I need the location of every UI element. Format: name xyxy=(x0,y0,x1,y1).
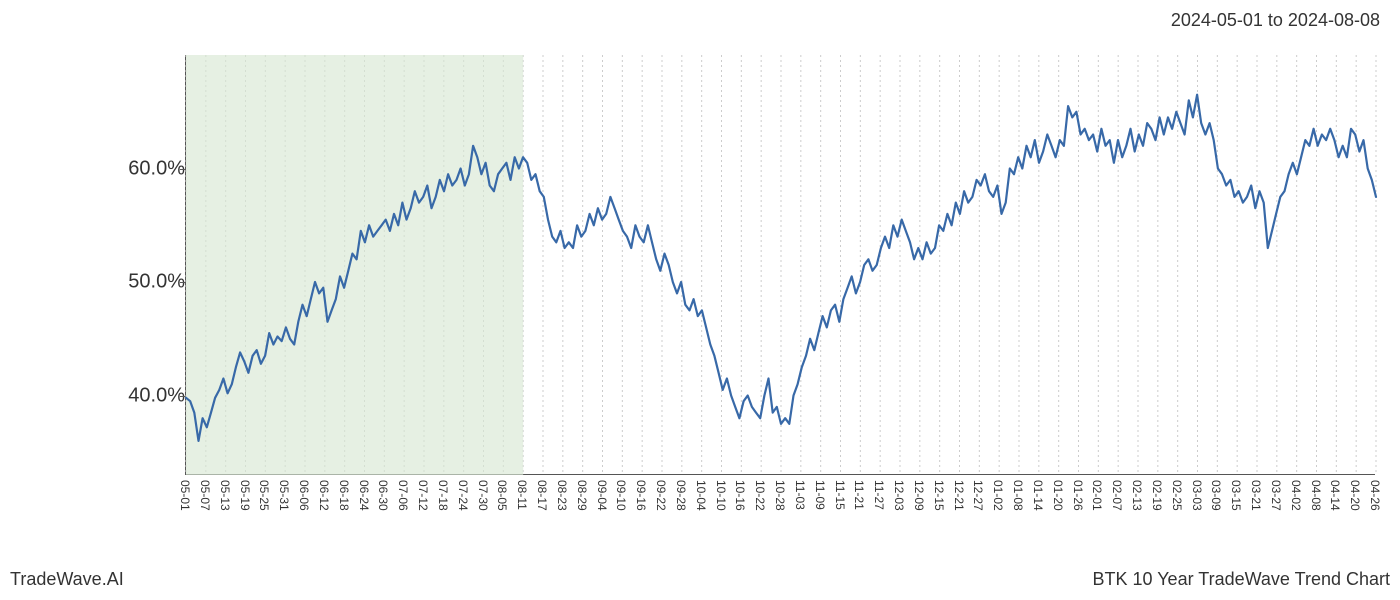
x-tick-label: 03-15 xyxy=(1229,480,1243,511)
x-tick-label: 07-24 xyxy=(456,480,470,511)
x-tick-label: 11-09 xyxy=(813,480,827,510)
date-range-label: 2024-05-01 to 2024-08-08 xyxy=(1171,10,1380,31)
x-tick-label: 05-31 xyxy=(277,480,291,511)
x-tick-label: 11-21 xyxy=(852,480,866,510)
x-tick-label: 07-12 xyxy=(416,480,430,511)
x-tick-label: 04-26 xyxy=(1368,480,1382,511)
x-tick-label: 10-04 xyxy=(694,480,708,511)
x-tick-label: 02-19 xyxy=(1150,480,1164,511)
x-tick-label: 10-22 xyxy=(753,480,767,511)
x-tick-label: 12-21 xyxy=(952,480,966,511)
x-tick-label: 10-10 xyxy=(714,480,728,511)
x-tick-label: 04-20 xyxy=(1348,480,1362,511)
x-tick-label: 07-18 xyxy=(436,480,450,511)
x-tick-label: 03-27 xyxy=(1269,480,1283,511)
x-tick-label: 06-24 xyxy=(357,480,371,511)
x-tick-label: 05-07 xyxy=(198,480,212,511)
x-tick-label: 05-01 xyxy=(178,480,192,511)
x-tick-label: 05-19 xyxy=(238,480,252,511)
x-tick-label: 02-13 xyxy=(1130,480,1144,511)
y-tick-mark xyxy=(180,169,185,170)
x-tick-label: 07-06 xyxy=(396,480,410,511)
y-tick-mark xyxy=(180,282,185,283)
x-tick-label: 11-15 xyxy=(833,480,847,510)
x-tick-label: 07-30 xyxy=(476,480,490,511)
x-tick-label: 10-28 xyxy=(773,480,787,511)
x-tick-label: 08-05 xyxy=(495,480,509,511)
x-tick-label: 08-17 xyxy=(535,480,549,511)
x-tick-label: 02-07 xyxy=(1110,480,1124,511)
x-tick-label: 09-28 xyxy=(674,480,688,511)
x-tick-label: 08-29 xyxy=(575,480,589,511)
x-tick-label: 10-16 xyxy=(733,480,747,511)
x-tick-label: 04-14 xyxy=(1328,480,1342,511)
x-tick-label: 03-21 xyxy=(1249,480,1263,511)
x-tick-label: 01-20 xyxy=(1051,480,1065,511)
x-tick-label: 06-18 xyxy=(337,480,351,511)
footer-title: BTK 10 Year TradeWave Trend Chart xyxy=(1093,569,1391,590)
x-tick-label: 09-16 xyxy=(634,480,648,511)
x-tick-label: 12-27 xyxy=(971,480,985,511)
x-tick-label: 11-27 xyxy=(872,480,886,510)
x-tick-label: 01-14 xyxy=(1031,480,1045,511)
y-tick-label: 50.0% xyxy=(128,271,185,294)
x-tick-label: 06-30 xyxy=(376,480,390,511)
x-tick-label: 12-15 xyxy=(932,480,946,511)
x-tick-label: 05-25 xyxy=(257,480,271,511)
x-tick-label: 02-01 xyxy=(1090,480,1104,511)
y-tick-mark xyxy=(180,396,185,397)
x-tick-label: 09-22 xyxy=(654,480,668,511)
x-tick-label: 09-10 xyxy=(614,480,628,511)
x-tick-label: 11-03 xyxy=(793,480,807,510)
chart-plot-area xyxy=(185,55,1375,475)
x-tick-label: 03-03 xyxy=(1190,480,1204,511)
x-tick-label: 03-09 xyxy=(1209,480,1223,511)
x-tick-label: 05-13 xyxy=(218,480,232,511)
chart-svg xyxy=(186,55,1376,475)
y-tick-label: 60.0% xyxy=(128,157,185,180)
x-tick-label: 01-02 xyxy=(991,480,1005,511)
x-tick-label: 08-23 xyxy=(555,480,569,511)
footer-brand: TradeWave.AI xyxy=(10,569,124,590)
x-tick-label: 09-04 xyxy=(595,480,609,511)
x-tick-label: 01-26 xyxy=(1071,480,1085,511)
x-tick-label: 06-12 xyxy=(317,480,331,511)
y-tick-label: 40.0% xyxy=(128,384,185,407)
x-tick-label: 04-02 xyxy=(1289,480,1303,511)
x-tick-label: 01-08 xyxy=(1011,480,1025,511)
x-tick-label: 08-11 xyxy=(515,480,529,510)
x-tick-label: 04-08 xyxy=(1309,480,1323,511)
x-tick-label: 06-06 xyxy=(297,480,311,511)
x-tick-label: 02-25 xyxy=(1170,480,1184,511)
x-tick-label: 12-09 xyxy=(912,480,926,511)
x-tick-label: 12-03 xyxy=(892,480,906,511)
